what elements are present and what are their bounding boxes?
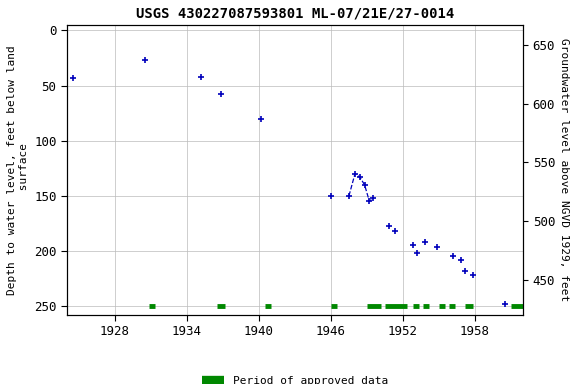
- Legend: Period of approved data: Period of approved data: [198, 372, 393, 384]
- Title: USGS 430227087593801 ML-07/21E/27-0014: USGS 430227087593801 ML-07/21E/27-0014: [136, 7, 454, 21]
- Y-axis label: Depth to water level, feet below land
 surface: Depth to water level, feet below land su…: [7, 45, 29, 295]
- Y-axis label: Groundwater level above NGVD 1929, feet: Groundwater level above NGVD 1929, feet: [559, 38, 569, 301]
